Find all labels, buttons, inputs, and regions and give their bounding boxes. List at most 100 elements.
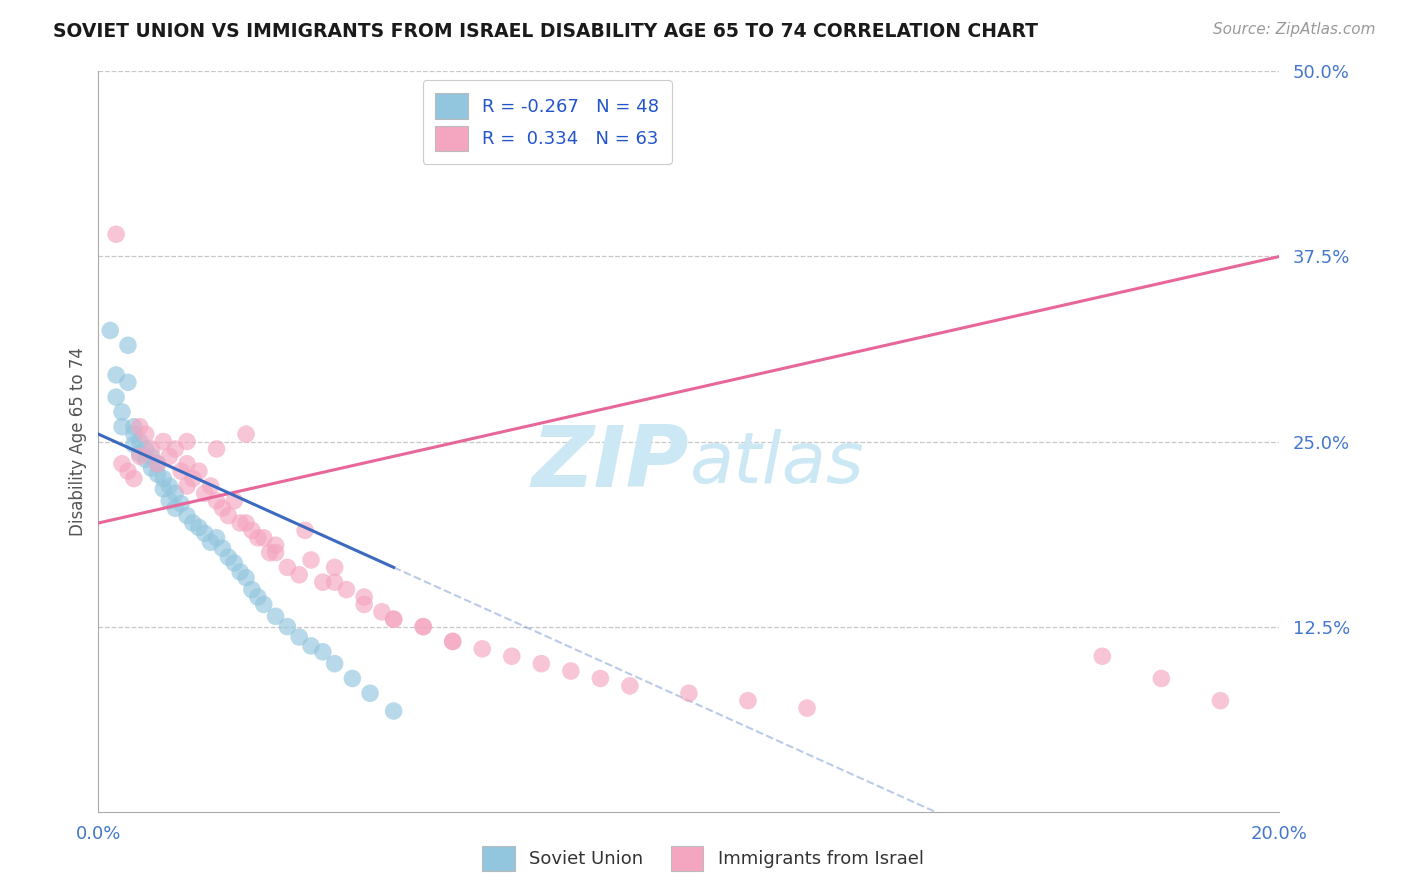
Point xyxy=(323,657,346,671)
Point xyxy=(165,486,187,500)
Point xyxy=(264,609,287,624)
Point xyxy=(122,419,145,434)
Point xyxy=(122,427,145,442)
Point xyxy=(224,556,246,570)
Point xyxy=(146,467,169,482)
Point xyxy=(152,471,174,485)
Point xyxy=(235,427,257,442)
Point xyxy=(796,701,818,715)
Point xyxy=(157,479,180,493)
Point xyxy=(176,508,198,523)
Point xyxy=(181,516,204,530)
Point xyxy=(471,641,494,656)
Point xyxy=(152,482,174,496)
Point xyxy=(141,450,163,464)
Point xyxy=(217,508,239,523)
Point xyxy=(619,679,641,693)
Point xyxy=(128,419,150,434)
Point xyxy=(264,538,287,552)
Point xyxy=(141,442,163,456)
Point xyxy=(117,338,139,352)
Point xyxy=(382,612,405,626)
Point xyxy=(217,549,239,564)
Text: SOVIET UNION VS IMMIGRANTS FROM ISRAEL DISABILITY AGE 65 TO 74 CORRELATION CHART: SOVIET UNION VS IMMIGRANTS FROM ISRAEL D… xyxy=(53,22,1039,41)
Point xyxy=(276,619,298,633)
Point xyxy=(187,464,209,478)
Point xyxy=(246,531,269,545)
Point xyxy=(412,619,434,633)
Point xyxy=(299,639,322,653)
Point xyxy=(117,464,139,478)
Point xyxy=(294,524,316,538)
Point xyxy=(253,598,276,612)
Point xyxy=(211,501,233,516)
Point xyxy=(1150,672,1173,686)
Point xyxy=(382,612,405,626)
Point xyxy=(382,704,405,718)
Point xyxy=(253,531,276,545)
Point xyxy=(141,461,163,475)
Point xyxy=(200,479,222,493)
Point xyxy=(135,452,157,467)
Point xyxy=(240,582,263,597)
Point xyxy=(1209,694,1232,708)
Point xyxy=(128,434,150,449)
Point xyxy=(323,575,346,590)
Point xyxy=(359,686,381,700)
Point xyxy=(135,427,157,442)
Point xyxy=(312,645,335,659)
Text: ZIP: ZIP xyxy=(531,422,689,505)
Point xyxy=(589,672,612,686)
Point xyxy=(152,434,174,449)
Point xyxy=(187,520,209,534)
Point xyxy=(259,546,281,560)
Point xyxy=(176,479,198,493)
Point xyxy=(246,590,269,604)
Point xyxy=(105,227,128,242)
Point xyxy=(678,686,700,700)
Point xyxy=(312,575,335,590)
Point xyxy=(105,390,128,404)
Point xyxy=(323,560,346,574)
Point xyxy=(353,598,375,612)
Point xyxy=(165,442,187,456)
Point xyxy=(342,672,364,686)
Point xyxy=(560,664,582,678)
Point xyxy=(441,634,464,648)
Point xyxy=(146,457,169,471)
Point xyxy=(737,694,759,708)
Point xyxy=(205,531,228,545)
Point xyxy=(441,634,464,648)
Point xyxy=(299,553,322,567)
Point xyxy=(501,649,523,664)
Point xyxy=(229,565,252,579)
Point xyxy=(200,535,222,549)
Point xyxy=(165,501,187,516)
Point xyxy=(111,419,134,434)
Point xyxy=(1091,649,1114,664)
Point xyxy=(128,450,150,464)
Point xyxy=(157,450,180,464)
Point xyxy=(224,493,246,508)
Legend: R = -0.267   N = 48, R =  0.334   N = 63: R = -0.267 N = 48, R = 0.334 N = 63 xyxy=(423,80,672,164)
Point xyxy=(111,457,134,471)
Point xyxy=(205,442,228,456)
Point xyxy=(371,605,394,619)
Point xyxy=(288,567,311,582)
Point xyxy=(235,571,257,585)
Point xyxy=(157,493,180,508)
Point xyxy=(122,471,145,485)
Point xyxy=(176,457,198,471)
Point xyxy=(353,590,375,604)
Point xyxy=(205,493,228,508)
Point xyxy=(530,657,553,671)
Point xyxy=(170,464,193,478)
Point xyxy=(117,376,139,390)
Point xyxy=(276,560,298,574)
Point xyxy=(176,434,198,449)
Point xyxy=(194,486,217,500)
Point xyxy=(128,446,150,460)
Point xyxy=(240,524,263,538)
Point xyxy=(111,405,134,419)
Point xyxy=(170,497,193,511)
